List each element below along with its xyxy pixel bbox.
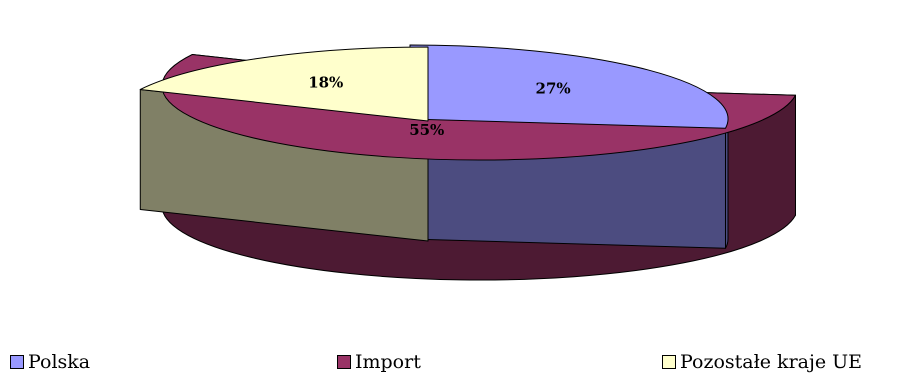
legend-item-pozostale: Pozostałe kraje UE bbox=[662, 351, 862, 373]
slice-label-import: 55% bbox=[409, 121, 444, 139]
slice-label-pozosta-e-kraje-ue: 18% bbox=[308, 73, 343, 91]
legend-label-polska: Polska bbox=[28, 351, 91, 373]
legend-swatch-polska bbox=[10, 355, 24, 369]
slice-labels: 55% 27% 18% bbox=[308, 73, 570, 139]
slice-label-polska: 27% bbox=[536, 80, 571, 98]
slice-rim-polska-0 bbox=[724, 118, 729, 249]
slice-tops bbox=[139, 44, 796, 161]
legend-label-import: Import bbox=[355, 351, 421, 373]
legend-item-import: Import bbox=[337, 351, 421, 373]
slice-pozosta-e-kraje-ue bbox=[139, 46, 429, 122]
pie-chart: 55% 27% 18% bbox=[139, 44, 796, 281]
legend-swatch-import bbox=[337, 355, 351, 369]
legend-item-polska: Polska bbox=[10, 351, 90, 373]
legend-label-pozostale: Pozostałe kraje UE bbox=[680, 351, 863, 373]
slice-polska bbox=[409, 44, 729, 129]
legend-swatch-pozostale bbox=[662, 355, 676, 369]
